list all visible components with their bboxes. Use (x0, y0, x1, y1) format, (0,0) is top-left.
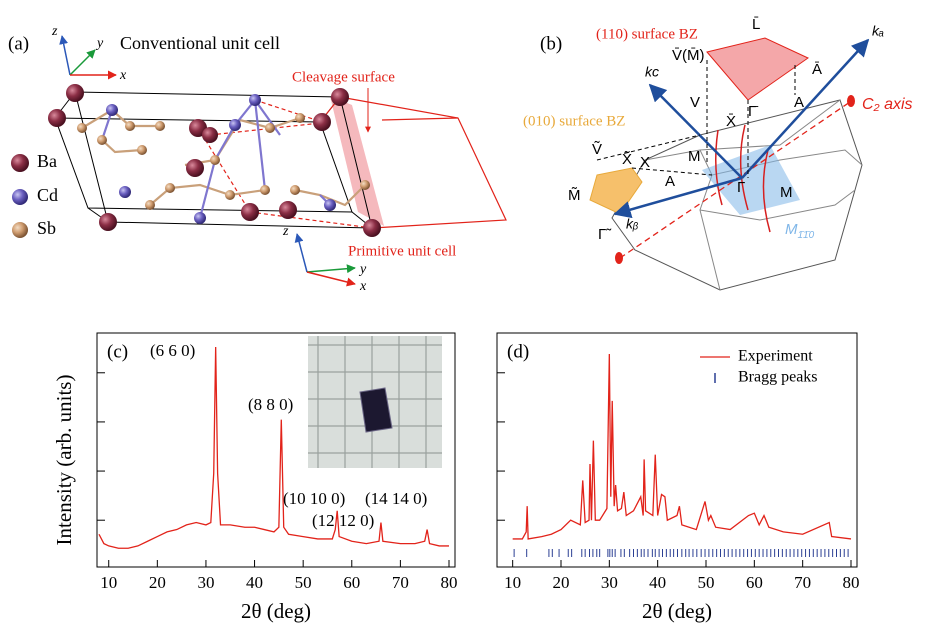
crystal (359, 387, 393, 433)
panel-label: (a) (8, 33, 29, 54)
k-vectors (613, 38, 870, 219)
peak-label: (6 6 0) (150, 341, 195, 360)
point-label: A (665, 173, 675, 190)
point-label: Ā (812, 61, 822, 78)
annotation-main: M (785, 221, 798, 238)
legend-label: Bragg peaks (738, 369, 818, 386)
axis-letter: y (358, 262, 367, 277)
projection-lines (596, 60, 796, 178)
point-label: M̃ (568, 186, 581, 203)
c2-end (847, 95, 855, 107)
data-line (512, 354, 852, 540)
annotation: Cleavage surface (292, 69, 395, 85)
surface-bz-110 (706, 37, 809, 101)
x-tick-label: 80 (441, 573, 458, 592)
plot-frame (96, 332, 456, 568)
vector-label: kᵦ (626, 216, 639, 232)
peak-label: (14 14 0) (365, 489, 427, 508)
x-tick-label: 10 (100, 573, 117, 592)
axis-arrow (294, 233, 308, 273)
mirror-curves (715, 124, 771, 233)
c2-end (615, 252, 623, 264)
x-tick-label: 60 (343, 573, 360, 592)
annotation: Primitive unit cell (348, 243, 456, 259)
axis-letter: y (95, 36, 104, 51)
axis-letter: z (51, 24, 58, 39)
axis-arrow (59, 35, 71, 76)
plot-frame (496, 332, 858, 568)
c2-axis (619, 101, 851, 259)
panel-label: (c) (107, 341, 128, 362)
x-tick-label: 60 (746, 573, 763, 592)
point-label: A (794, 94, 804, 111)
annotation: (110) surface BZ (596, 26, 698, 42)
inset-photo (308, 336, 442, 468)
vector-label: kₐ (872, 23, 884, 39)
panel-title: Conventional unit cell (120, 33, 280, 53)
peak-label: (12 12 0) (312, 511, 374, 530)
point-label: X̄ (726, 113, 736, 130)
axis-letter: x (119, 68, 127, 83)
point-label: Ṽ (592, 141, 602, 158)
annotation: (010) surface BZ (523, 113, 625, 129)
x-tick-label: 70 (794, 573, 811, 592)
x-tick-label: 40 (246, 573, 263, 592)
axis-letter: z (282, 224, 289, 239)
x-tick-label: 50 (698, 573, 715, 592)
vector-label: kᴄ (645, 64, 659, 80)
x-tick-label: 10 (504, 573, 521, 592)
point-label: X (640, 154, 650, 171)
point-label: X̃ (622, 150, 632, 167)
x-tick-label: 20 (149, 573, 166, 592)
point-label: V̄(M̄) (672, 47, 705, 64)
x-tick-label: 40 (649, 573, 666, 592)
peak-label: (8 8 0) (248, 395, 293, 414)
point-labels: L̄ V̄(M̄) Ā Γ̄ X̄ V X M A Γ M Ṽ X̃ M̃ … (568, 16, 822, 243)
annotation-sub: 1̄1̄0 (798, 230, 815, 241)
point-label: Γ (737, 179, 745, 196)
panel-label: (d) (507, 341, 529, 362)
panel-a: (a) z y x Conventional unit cell Ba Cd S… (8, 24, 507, 294)
axis-arrow (306, 271, 356, 287)
axis-arrow (69, 49, 96, 76)
x-axis-label: 2θ (deg) (642, 599, 712, 623)
x-tick-label: 70 (392, 573, 409, 592)
panel-b: (b) L̄ V̄(M̄) Ā Γ̄ X̄ V X M A Γ M Ṽ X̃… (523, 16, 913, 291)
surface-bz-010 (589, 167, 643, 215)
legend-label: Sb (37, 218, 56, 238)
legend: Ba Cd Sb (11, 151, 58, 238)
point-label: V (690, 94, 700, 111)
x-axis-label: 2θ (deg) (241, 599, 311, 623)
axis-letter: x (359, 279, 367, 294)
legend-label: Ba (37, 151, 57, 171)
point-label: M (780, 184, 793, 201)
data-line (98, 347, 449, 549)
peak-label: (10 10 0) (283, 489, 345, 508)
x-tick-label: 30 (197, 573, 214, 592)
axis-arrow (306, 264, 356, 274)
panel-label: (b) (540, 33, 562, 54)
point-label: Γ̄ (748, 103, 758, 120)
annotation: C₂ axis (862, 96, 913, 113)
y-axis-label: Intensity (arb. units) (52, 375, 76, 546)
photo-grid (308, 336, 442, 468)
point-label: M (688, 148, 701, 165)
atoms (48, 84, 381, 237)
point-label: Γ̃ (598, 226, 612, 243)
point-label: L̄ (752, 16, 760, 33)
legend-label: Cd (37, 185, 58, 205)
x-tick-label: 80 (843, 573, 860, 592)
x-tick-label: 20 (553, 573, 570, 592)
legend-label: Experiment (738, 348, 813, 365)
x-tick-label: 50 (295, 573, 312, 592)
x-tick-label: 30 (601, 573, 618, 592)
annotation: M1̄1̄0 (785, 221, 815, 241)
cleavage-plane (330, 96, 384, 226)
